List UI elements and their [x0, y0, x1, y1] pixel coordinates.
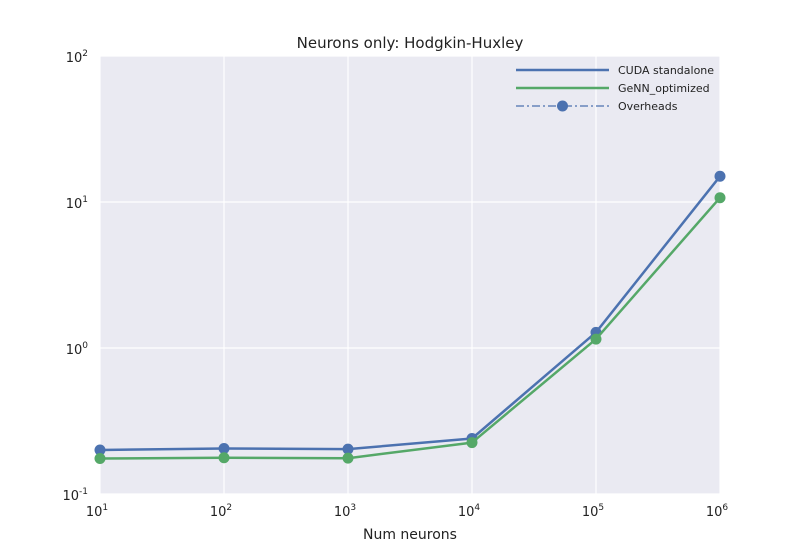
- data-point: [466, 437, 478, 449]
- x-tick-label: 101: [86, 503, 108, 520]
- legend-label-1: GeNN_optimized: [618, 82, 710, 95]
- y-tick-label: 100: [66, 341, 89, 358]
- grid-lines: [99, 55, 721, 495]
- legend-marker: [557, 100, 568, 112]
- y-tick-label: 102: [66, 49, 88, 66]
- legend-label-2: Overheads: [618, 100, 678, 113]
- y-tick-label: 10-1: [62, 487, 88, 504]
- series-line-1: [99, 196, 721, 460]
- plot-area: [100, 56, 720, 494]
- series-line-0: [99, 175, 721, 452]
- series-layer: [94, 170, 726, 465]
- x-tick-label: 103: [334, 503, 356, 520]
- data-point: [218, 442, 230, 454]
- legend: CUDA standalone GeNN_optimized Overheads: [516, 64, 714, 113]
- data-point: [94, 453, 106, 465]
- x-axis-ticks: 101 102 103 104 105 106: [86, 503, 729, 520]
- legend-label-0: CUDA standalone: [618, 64, 714, 77]
- x-tick-label: 102: [210, 503, 232, 520]
- data-point: [714, 192, 726, 204]
- data-point: [342, 452, 354, 464]
- data-point: [590, 333, 602, 345]
- y-tick-label: 101: [66, 195, 88, 212]
- data-point: [94, 444, 106, 456]
- x-tick-label: 106: [706, 503, 729, 520]
- y-axis-ticks: 10-1 100 101 102: [62, 49, 88, 504]
- x-tick-label: 104: [458, 503, 481, 520]
- data-point: [218, 452, 230, 464]
- x-tick-label: 105: [582, 503, 604, 520]
- data-point: [342, 443, 354, 455]
- x-axis-label: Num neurons: [363, 527, 457, 543]
- data-point: [714, 170, 726, 182]
- chart-title: Neurons only: Hodgkin-Huxley: [297, 34, 524, 52]
